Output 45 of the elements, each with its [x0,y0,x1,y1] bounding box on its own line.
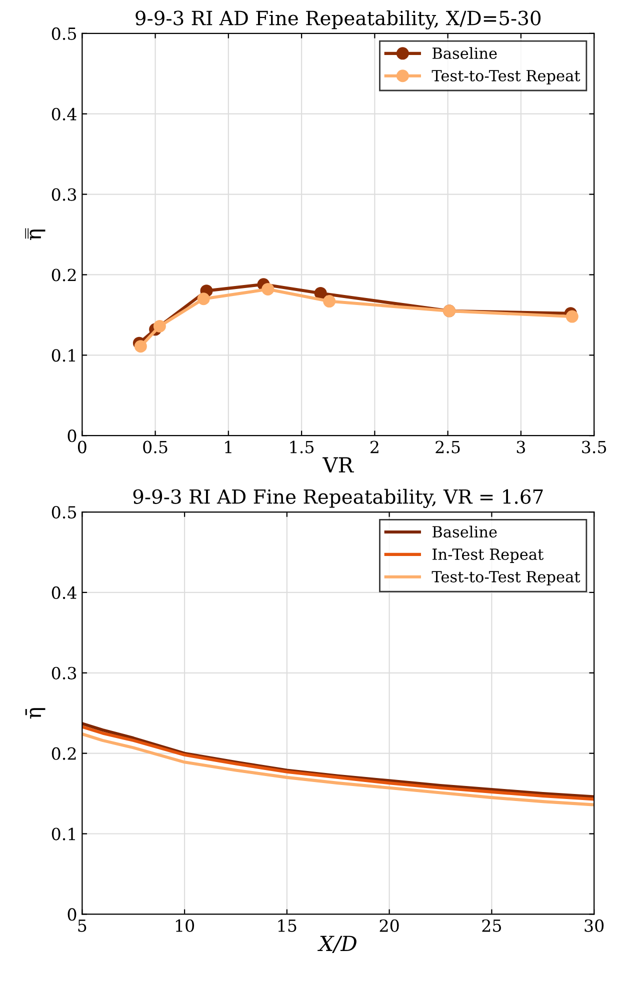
x-tick-label: 30 [584,919,604,932]
x-tick-label: 1.5 [290,440,314,454]
x-axis-title: X/D [318,936,356,953]
x-tick-label: 3 [516,440,526,454]
y-axis-title: η̄ [25,708,46,719]
point [153,320,166,332]
x-tick-label: 1 [225,440,232,454]
x-tick-label: 2.5 [436,440,460,454]
point [262,282,274,296]
y-tick-label: 0.1 [52,828,75,840]
point [314,286,327,300]
y-axis-title: η̿ [25,228,46,240]
y-tick-label: 0.3 [52,188,76,201]
y-tick-label: 0.3 [52,666,76,680]
y-tick-label: 0 [68,908,76,921]
x-tick-label: 2 [370,440,378,454]
x-tick-label: 0 [78,440,86,454]
y-tick-label: 0.4 [52,108,76,120]
legend-label: Test-to-Test Repeat [432,70,580,84]
point [566,310,578,323]
x-tick-label: 20 [380,919,399,932]
x-tick-label: 0.5 [143,440,168,454]
x-tick-label: 25 [482,919,502,932]
y-tick-label: 0.2 [52,747,76,760]
point [197,292,210,306]
x-tick-label: 10 [176,919,194,932]
y-tick-label: 0 [68,430,76,442]
y-tick-label: 0.5 [52,506,76,519]
x-tick-label: 3.5 [582,440,606,454]
legend-label: In-Test Repeat [432,548,544,563]
x-tick-label: 15 [278,919,296,932]
chart-title: 9-9-3 RI AD Fine Repeatability, X/D=5-30 [136,10,541,30]
x-tick-label: 5 [78,920,86,932]
x-axis-title: VR [322,457,354,472]
legend-label: Baseline [432,526,497,538]
legend-label: Baseline [432,47,497,59]
y-tick-label: 0.5 [52,27,76,40]
y-tick-label: 0.4 [52,586,76,600]
y-tick-label: 0.2 [52,268,76,282]
point [323,295,336,308]
y-tick-label: 0.1 [52,349,75,362]
chart-title: 9-9-3 RI AD Fine Repeatability, VR = 1.67 [133,488,543,508]
legend-label: Test-to-Test Repeat [432,571,580,586]
line-series [82,732,594,806]
point [134,340,147,353]
